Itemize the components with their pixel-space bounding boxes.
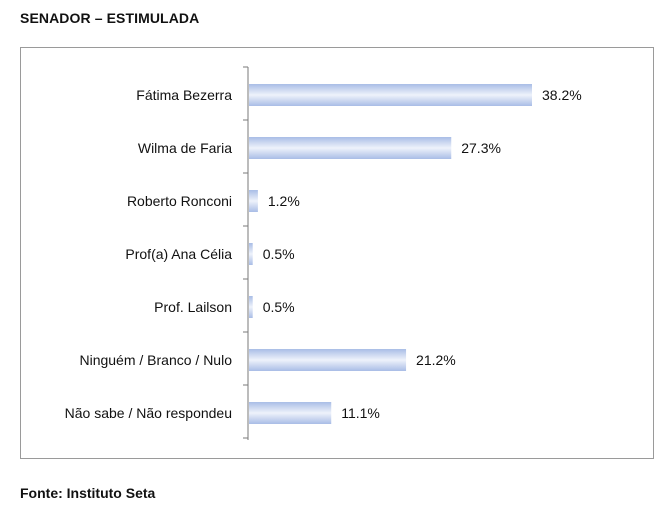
bar xyxy=(249,296,253,318)
chart-frame xyxy=(20,47,654,459)
category-label: Roberto Ronconi xyxy=(127,193,232,209)
data-label: 0.5% xyxy=(263,299,295,315)
data-label: 11.1% xyxy=(341,405,380,421)
bar xyxy=(249,402,332,424)
category-label: Fátima Bezerra xyxy=(136,87,232,103)
chart-title: SENADOR – ESTIMULADA xyxy=(20,10,200,26)
category-label: Prof(a) Ana Célia xyxy=(125,246,232,262)
bar xyxy=(249,84,532,106)
data-label: 21.2% xyxy=(416,352,456,368)
data-label: 1.2% xyxy=(268,193,300,209)
data-label: 38.2% xyxy=(542,87,582,103)
bar xyxy=(249,137,452,159)
category-label: Não sabe / Não respondeu xyxy=(65,405,232,421)
category-label: Ninguém / Branco / Nulo xyxy=(79,352,232,368)
category-label: Wilma de Faria xyxy=(138,140,232,156)
bar xyxy=(249,243,253,265)
source-note: Fonte: Instituto Seta xyxy=(20,485,156,501)
data-label: 0.5% xyxy=(263,246,295,262)
bar xyxy=(249,190,258,212)
category-label: Prof. Lailson xyxy=(154,299,232,315)
data-label: 27.3% xyxy=(461,140,501,156)
bar xyxy=(249,349,407,371)
